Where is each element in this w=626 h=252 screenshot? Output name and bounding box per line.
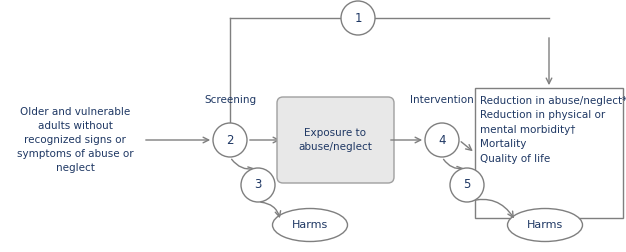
Text: Intervention: Intervention (410, 95, 474, 105)
Circle shape (213, 123, 247, 157)
Text: 3: 3 (254, 178, 262, 192)
Circle shape (241, 168, 275, 202)
Text: Exposure to
abuse/neglect: Exposure to abuse/neglect (299, 128, 372, 152)
FancyBboxPatch shape (277, 97, 394, 183)
Ellipse shape (508, 208, 583, 241)
Text: 2: 2 (226, 134, 233, 146)
Text: Older and vulnerable
adults without
recognized signs or
symptoms of abuse or
neg: Older and vulnerable adults without reco… (17, 107, 133, 173)
Bar (475, 88, 623, 218)
Ellipse shape (272, 208, 347, 241)
Text: Reduction in abuse/neglect*
Reduction in physical or
mental morbidity†
Mortality: Reduction in abuse/neglect* Reduction in… (480, 96, 626, 164)
Text: 5: 5 (463, 178, 471, 192)
Text: Harms: Harms (292, 220, 328, 230)
Text: 4: 4 (438, 134, 446, 146)
Text: 1: 1 (354, 12, 362, 24)
Circle shape (425, 123, 459, 157)
Circle shape (341, 1, 375, 35)
Circle shape (450, 168, 484, 202)
Text: Screening: Screening (204, 95, 256, 105)
Text: Harms: Harms (527, 220, 563, 230)
